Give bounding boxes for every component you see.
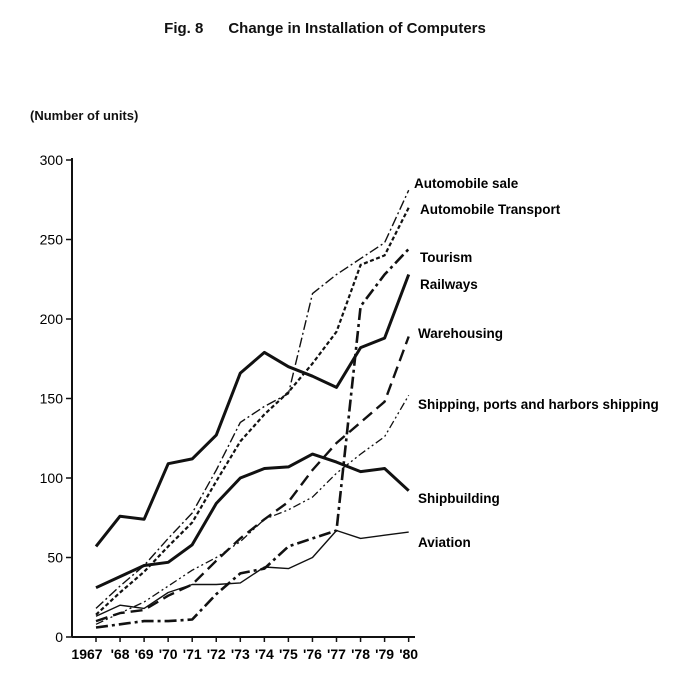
x-tick-label: '78 [351, 646, 370, 662]
series-line-automobile-transport [95, 207, 410, 616]
series-label: Automobile sale [414, 176, 519, 191]
x-tick-label: '75 [279, 646, 298, 662]
y-axis-label: (Number of units) [30, 108, 139, 123]
x-tick-label: '76 [303, 646, 322, 662]
chart-title: Fig. 8 Change in Installation of Compute… [164, 20, 486, 37]
y-tick-label: 300 [40, 152, 64, 168]
series-label: Aviation [418, 535, 471, 550]
x-tick-label: '80 [399, 646, 418, 662]
x-tick-label: '68 [111, 646, 130, 662]
x-tick-label: '69 [135, 646, 154, 662]
x-tick-label: '73 [231, 646, 250, 662]
series-line-warehousing [95, 336, 410, 623]
y-tick-label: 150 [40, 391, 64, 407]
y-tick-label: 100 [40, 470, 64, 486]
series-label: Shipping, ports and harbors shipping [418, 397, 659, 412]
x-tick-label: '74 [255, 646, 274, 662]
series-line-aviation [95, 529, 409, 617]
x-tick-label: '71 [183, 646, 202, 662]
series-line-shipping-ports-and-harbors-shipping [95, 394, 410, 625]
y-tick-label: 50 [47, 550, 63, 566]
series-line-shipbuilding [95, 452, 410, 590]
y-tick-label: 0 [55, 629, 63, 645]
series-label: Warehousing [418, 326, 503, 341]
series-line-railways [94, 273, 411, 548]
series-label: Railways [420, 277, 478, 292]
y-tick-label: 200 [40, 311, 64, 327]
x-tick-label: '70 [159, 646, 178, 662]
series-line-tourism [95, 248, 410, 629]
x-tick-label: 1967 [71, 646, 102, 662]
series-line-automobile-sale [95, 189, 410, 609]
x-tick-label: '72 [207, 646, 226, 662]
x-tick-label: '79 [375, 646, 394, 662]
x-tick-label: '77 [327, 646, 346, 662]
series-label: Shipbuilding [418, 491, 500, 506]
series-label: Automobile Transport [420, 202, 561, 217]
y-tick-label: 250 [40, 232, 64, 248]
series-label: Tourism [420, 250, 472, 265]
